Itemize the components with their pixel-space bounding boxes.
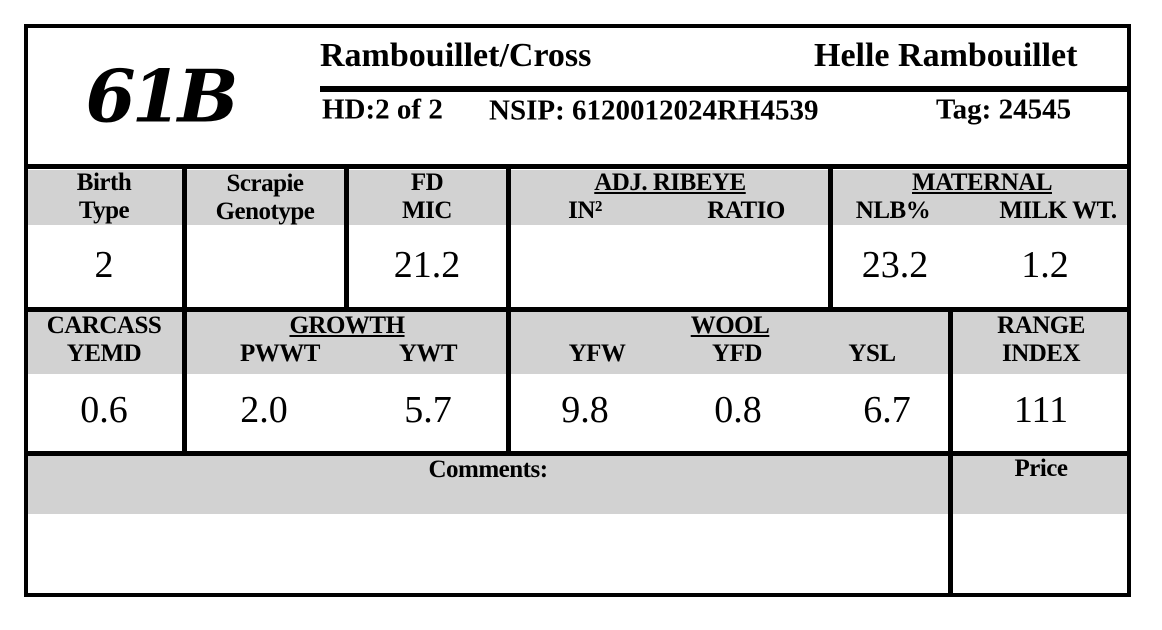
label: CARCASS [46,312,162,339]
lot-number: 61B [85,53,238,139]
label: YFD [712,340,762,367]
label: Birth [76,169,132,196]
label: YWT [398,340,458,367]
rule [24,451,1131,456]
value: 6.7 [863,389,911,431]
divider [948,453,953,595]
divider [948,309,953,453]
value: 0.8 [714,389,762,431]
group-label: ADJ. RIBEYE [594,169,746,196]
divider [506,309,511,453]
label: YSL [848,340,896,367]
hd: HD:2 of 2 [322,93,443,126]
label: MILK WT. [999,197,1117,224]
rule [320,86,1131,92]
price-label: Price [1014,455,1068,482]
header-band [26,456,1129,514]
breed: Rambouillet/Cross [320,37,592,74]
divider [344,166,349,309]
divider [828,166,833,309]
value: 1.2 [1021,244,1069,286]
label: RANGE [997,312,1085,339]
label: MIC [402,197,452,224]
group-label: WOOL [690,312,770,339]
value: 111 [1013,389,1069,431]
value: 21.2 [393,244,461,286]
value: 2 [94,244,114,286]
divider [506,166,511,309]
value: 5.7 [404,389,452,431]
breeder: Helle Rambouillet [814,37,1078,74]
value: 2.0 [240,389,288,431]
group-label: GROWTH [289,312,405,339]
value: 9.8 [561,389,609,431]
label: Scrapie [226,170,304,197]
divider [182,309,187,453]
label: PWWT [240,340,320,367]
nsip: NSIP: 6120012024RH4539 [489,94,819,127]
label: INDEX [1001,340,1081,367]
label: Type [78,197,130,224]
value: 0.6 [80,389,128,431]
header-band [26,312,1129,374]
label: YFW [568,340,626,367]
header-band [26,170,1129,225]
label: NLB% [855,197,931,224]
label: IN² [568,197,602,224]
label: FD [410,169,444,196]
label: YEMD [66,340,142,367]
rule [24,164,1131,169]
value: 23.2 [861,244,929,286]
comments-label: Comments: [428,456,548,483]
tag: Tag: 24545 [936,93,1072,126]
label: RATIO [707,197,785,224]
rule [24,307,1131,312]
divider [182,166,187,309]
group-label: MATERNAL [912,169,1052,196]
label: Genotype [215,198,315,225]
